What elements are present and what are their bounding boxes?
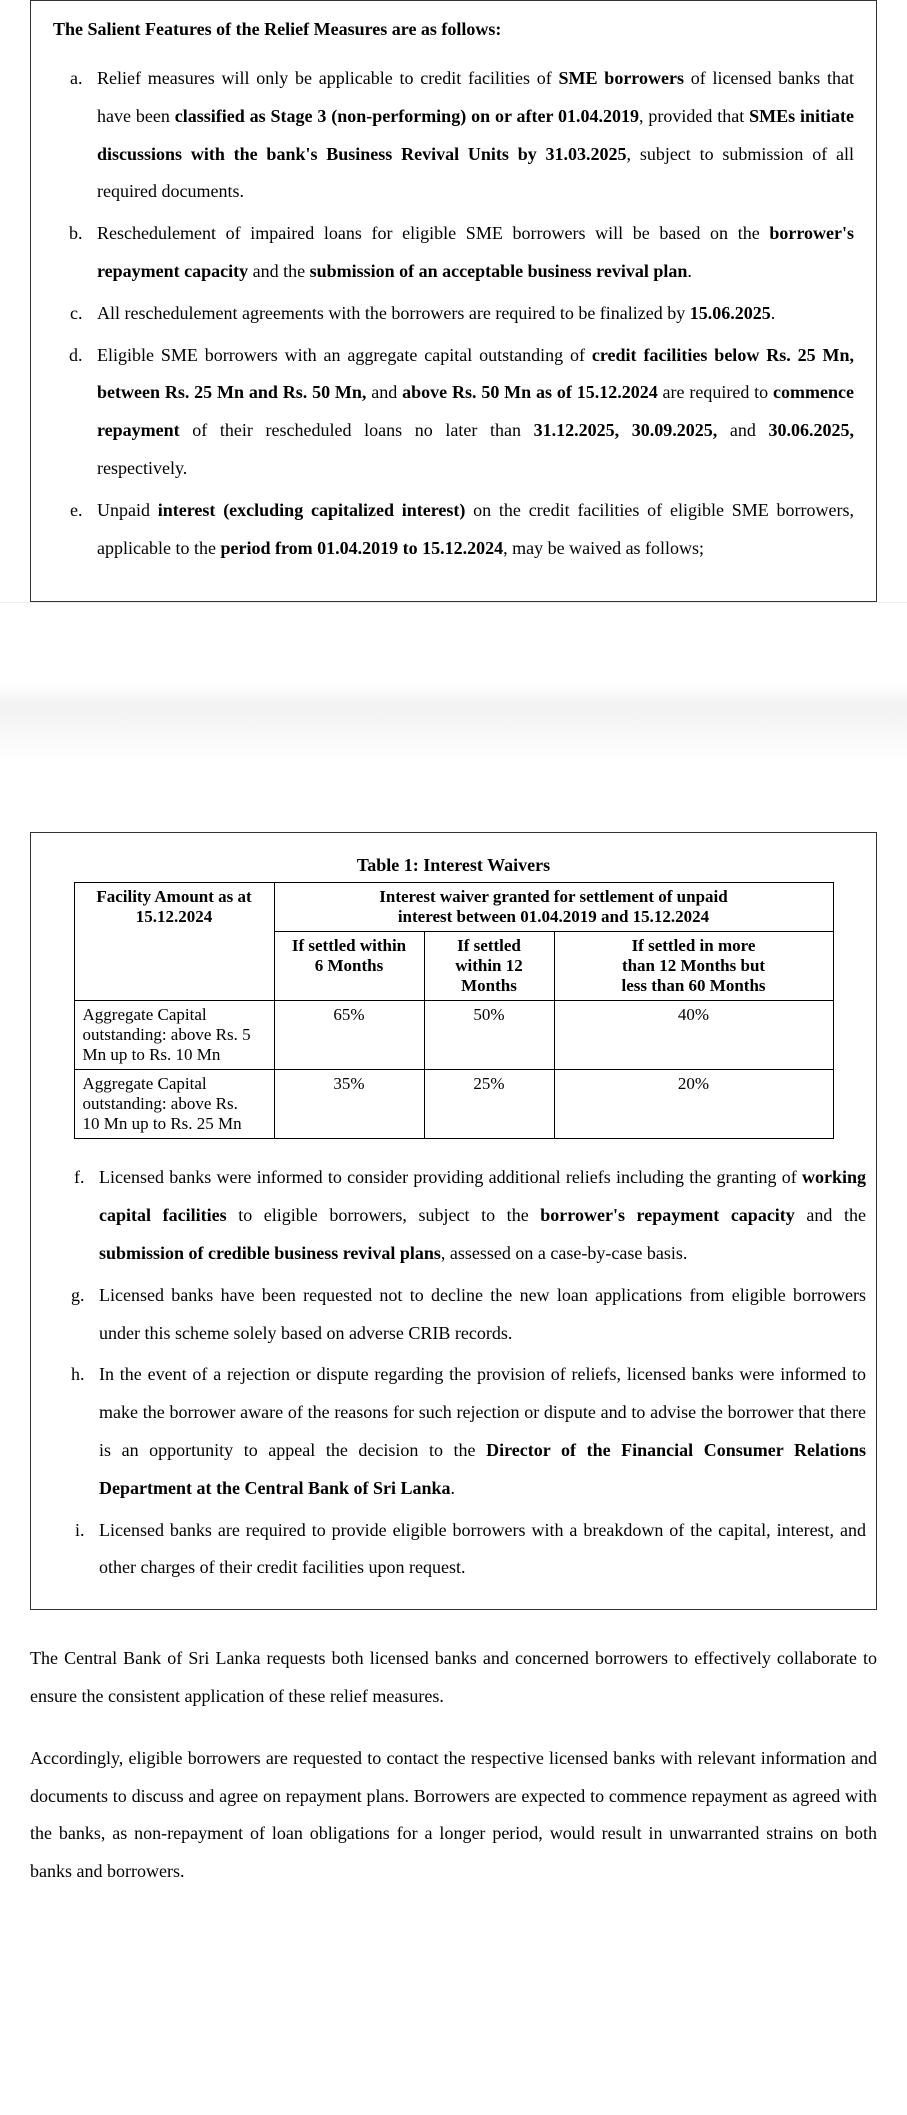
feature-item-a: Relief measures will only be applicable … — [87, 60, 854, 211]
col-6months-header: If settled within 6 Months — [274, 932, 424, 1001]
table-and-more-box: Table 1: Interest Waivers Facility Amoun… — [30, 832, 877, 1610]
closing-text: The Central Bank of Sri Lanka requests b… — [30, 1640, 877, 1891]
col-facility-header: Facility Amount as at 15.12.2024 — [74, 883, 274, 1001]
interest-waivers-table: Facility Amount as at 15.12.2024 Interes… — [74, 882, 834, 1139]
col-waiver-span-header: Interest waiver granted for settlement o… — [274, 883, 833, 932]
col-60months-header: If settled in more than 12 Months but le… — [554, 932, 833, 1001]
feature-item-i: Licensed banks are required to provide e… — [89, 1512, 866, 1588]
feature-item-e: Unpaid interest (excluding capitalized i… — [87, 492, 854, 568]
closing-para-1: The Central Bank of Sri Lanka requests b… — [30, 1640, 877, 1716]
feature-item-f: Licensed banks were informed to consider… — [89, 1159, 866, 1272]
feature-item-b: Reschedulement of impaired loans for eli… — [87, 215, 854, 291]
features-heading: The Salient Features of the Relief Measu… — [53, 19, 854, 40]
table-row: Aggregate Capital outstanding: above Rs.… — [74, 1070, 833, 1139]
features-box: The Salient Features of the Relief Measu… — [30, 0, 877, 602]
feature-item-h: In the event of a rejection or dispute r… — [89, 1356, 866, 1507]
col-12months-header: If settled within 12 Months — [424, 932, 554, 1001]
table-title: Table 1: Interest Waivers — [41, 855, 866, 876]
page-break — [0, 602, 907, 832]
feature-item-c: All reschedulement agreements with the b… — [87, 295, 854, 333]
feature-item-d: Eligible SME borrowers with an aggregate… — [87, 337, 854, 488]
features-list: Relief measures will only be applicable … — [53, 60, 854, 567]
closing-para-2: Accordingly, eligible borrowers are requ… — [30, 1740, 877, 1891]
features-list-cont: Licensed banks were informed to consider… — [41, 1159, 866, 1587]
feature-item-g: Licensed banks have been requested not t… — [89, 1277, 866, 1353]
table-row: Aggregate Capital outstanding: above Rs.… — [74, 1001, 833, 1070]
